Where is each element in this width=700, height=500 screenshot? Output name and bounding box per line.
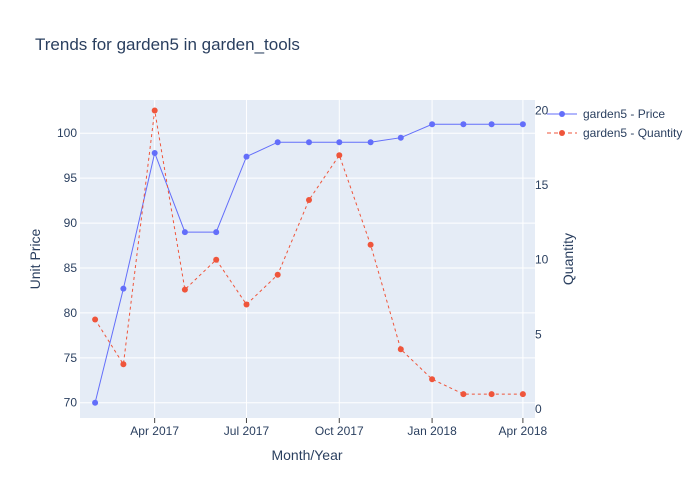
legend-item-quantity[interactable]: garden5 - Quantity: [547, 126, 682, 140]
data-point-quantity: [243, 301, 250, 308]
y-tick-label: 70: [64, 396, 78, 410]
y-axis-title: Unit Price: [27, 228, 43, 289]
x-axis-title: Month/Year: [271, 447, 342, 463]
legend-label-quantity: garden5 - Quantity: [583, 126, 682, 140]
x-tick-label: Jul 2017: [224, 424, 270, 438]
data-point-price: [519, 121, 526, 128]
data-point-quantity: [367, 241, 374, 248]
y-tick-label: 90: [64, 216, 78, 230]
data-point-price: [488, 121, 495, 128]
x-tick-label: Jan 2018: [407, 424, 457, 438]
data-point-quantity: [429, 376, 436, 383]
y-tick-label: 75: [64, 351, 78, 365]
data-point-price: [243, 153, 250, 160]
data-point-price: [460, 121, 467, 128]
data-point-price: [397, 134, 404, 141]
data-point-quantity: [274, 271, 281, 278]
y2-tick-label: 15: [535, 178, 549, 192]
y-tick-label: 95: [64, 171, 78, 185]
data-point-quantity: [397, 346, 404, 353]
data-point-quantity: [92, 316, 99, 323]
data-point-price: [429, 121, 436, 128]
y-tick-label: 85: [64, 261, 78, 275]
y-tick-label: 80: [64, 306, 78, 320]
data-point-quantity: [519, 391, 526, 398]
data-point-price: [92, 399, 99, 406]
x-tick-label: Apr 2018: [499, 424, 548, 438]
chart-title: Trends for garden5 in garden_tools: [35, 35, 300, 54]
y-axis-ticks: 70 75 80 85 90 95 100: [57, 126, 77, 409]
legend[interactable]: garden5 - Price garden5 - Quantity: [547, 107, 682, 140]
data-point-price: [274, 139, 281, 146]
data-point-quantity: [460, 391, 467, 398]
y2-axis-title: Quantity: [560, 233, 576, 285]
data-point-quantity: [120, 361, 127, 368]
data-point-price: [213, 229, 220, 236]
legend-marker-quantity: [559, 130, 565, 136]
data-point-quantity: [213, 256, 220, 263]
y2-axis-ticks: 0 5 10 15 20: [535, 103, 549, 416]
plot-area: [80, 100, 535, 418]
data-point-price: [181, 229, 188, 236]
data-point-quantity: [181, 286, 188, 293]
x-axis-ticks: Apr 2017 Jul 2017 Oct 2017 Jan 2018 Apr 2018: [130, 418, 548, 438]
legend-item-price[interactable]: garden5 - Price: [547, 107, 665, 121]
data-point-price: [336, 139, 343, 146]
y2-tick-label: 20: [535, 103, 549, 117]
legend-label-price: garden5 - Price: [583, 107, 665, 121]
y-tick-label: 100: [57, 126, 77, 140]
x-tick-label: Oct 2017: [315, 424, 364, 438]
data-point-quantity: [488, 391, 495, 398]
data-point-price: [151, 150, 158, 156]
data-point-price: [367, 139, 374, 146]
data-point-price: [120, 285, 127, 292]
y2-tick-label: 10: [535, 253, 549, 267]
data-point-quantity: [336, 152, 343, 159]
data-point-price: [306, 139, 312, 146]
x-tick-label: Apr 2017: [130, 424, 179, 438]
data-point-quantity: [306, 197, 312, 203]
y2-tick-label: 0: [535, 402, 542, 416]
data-point-quantity: [151, 107, 158, 114]
legend-marker-price: [559, 111, 565, 117]
series-layer: [92, 107, 526, 406]
y2-tick-label: 5: [535, 327, 542, 341]
